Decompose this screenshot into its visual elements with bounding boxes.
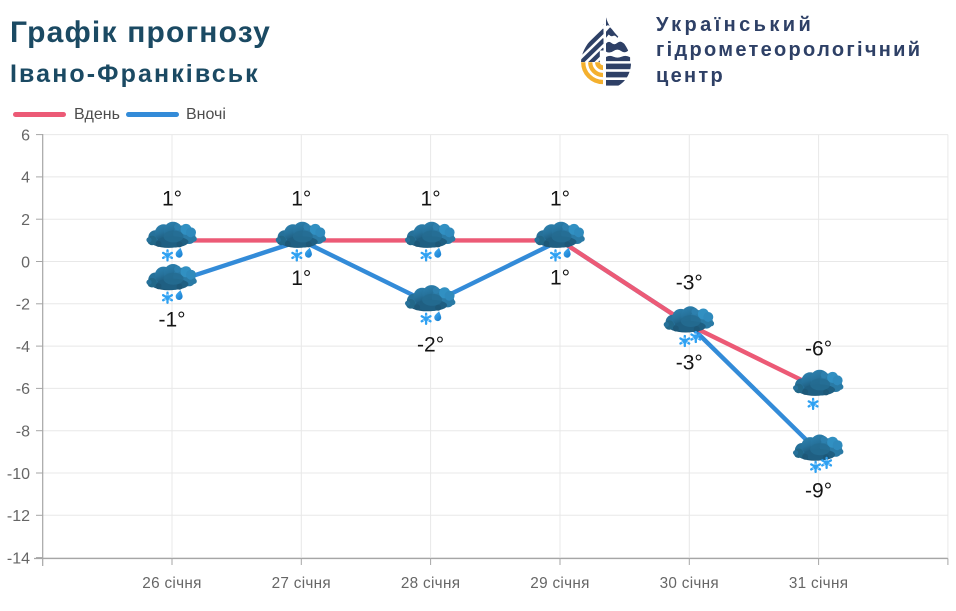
svg-text:-9°: -9° (805, 480, 832, 503)
svg-text:30 січня: 30 січня (660, 575, 719, 592)
svg-text:31 січня: 31 січня (789, 575, 848, 592)
svg-text:1°: 1° (421, 188, 441, 211)
svg-text:1°: 1° (162, 188, 182, 211)
svg-text:28 січня: 28 січня (401, 575, 460, 592)
svg-text:-6°: -6° (805, 338, 832, 361)
svg-text:4: 4 (21, 170, 30, 187)
svg-text:29 січня: 29 січня (530, 575, 589, 592)
svg-text:6: 6 (21, 127, 30, 144)
svg-text:26 січня: 26 січня (142, 575, 201, 592)
svg-text:1°: 1° (291, 267, 311, 290)
svg-text:1°: 1° (550, 267, 570, 290)
svg-text:0: 0 (21, 254, 30, 271)
svg-text:-2: -2 (16, 297, 30, 314)
svg-text:1°: 1° (291, 188, 311, 211)
svg-text:-6: -6 (16, 381, 30, 398)
svg-text:-10: -10 (7, 466, 30, 483)
svg-text:27 січня: 27 січня (272, 575, 331, 592)
svg-text:-4: -4 (16, 339, 30, 356)
svg-text:-12: -12 (7, 508, 30, 525)
svg-text:-8: -8 (16, 424, 30, 441)
svg-text:-1°: -1° (158, 309, 185, 332)
svg-text:-3°: -3° (676, 352, 703, 375)
svg-text:1°: 1° (550, 188, 570, 211)
svg-text:-14: -14 (7, 550, 30, 567)
svg-text:-2°: -2° (417, 334, 444, 357)
svg-text:-3°: -3° (676, 272, 703, 295)
svg-text:2: 2 (21, 212, 30, 229)
